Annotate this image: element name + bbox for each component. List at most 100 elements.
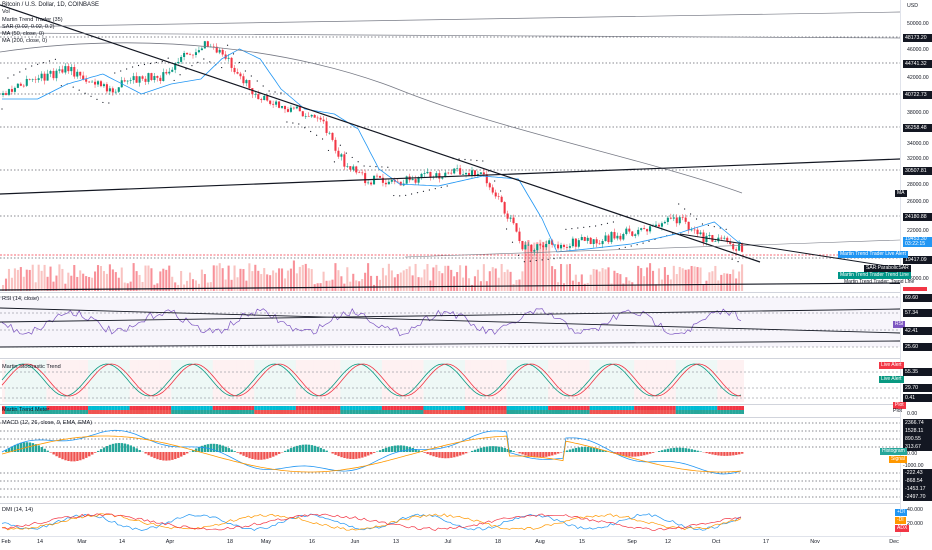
stoch-band [373, 360, 376, 402]
candle-body [346, 166, 349, 167]
volume-bar [230, 279, 233, 291]
candle-body [126, 80, 129, 82]
pane-separator[interactable] [0, 358, 932, 359]
macd-histogram-bar [657, 451, 661, 452]
live-alert-badge[interactable]: Martin Trend Trader Live Alert [838, 251, 908, 258]
stoch-band [530, 360, 534, 402]
stoch-band [699, 360, 703, 402]
trend-meter-cell [85, 410, 89, 414]
trend-meter-cell [568, 410, 572, 414]
candle-body [539, 244, 542, 246]
macd-histogram-bar [94, 452, 97, 453]
trend-meter-cell [568, 406, 572, 410]
rsi-legend[interactable]: RSI (14, close) [2, 296, 39, 302]
time-axis[interactable] [0, 536, 900, 550]
trend-meter-cell [337, 406, 341, 410]
volume-bar [649, 263, 652, 291]
stoch-band [331, 360, 335, 402]
pane-separator[interactable] [0, 417, 932, 418]
pane-separator[interactable] [0, 503, 932, 504]
live-alert-green-badge[interactable]: Live Alert [879, 376, 904, 383]
pane-separator[interactable] [0, 404, 932, 405]
volume-bar [177, 284, 180, 291]
macd-histogram-bar [212, 443, 216, 452]
candle-body [580, 237, 583, 241]
live-alert-red-badge[interactable]: Live Alert [879, 362, 904, 369]
volume-bar [275, 272, 278, 291]
candle-body [530, 244, 533, 252]
stoch-band [654, 360, 658, 402]
sar-badge[interactable]: SAR:ParabolicSAR [864, 265, 911, 272]
trend-meter-cell [574, 406, 578, 410]
ma200-legend[interactable]: MA (200, close, 0) [2, 38, 48, 45]
trend-meter-cell [554, 410, 558, 414]
trend-meter-cell [393, 410, 397, 414]
price-tick: 38000.00 [907, 110, 929, 116]
pane-separator[interactable] [0, 292, 932, 293]
trend-meter-cell [91, 406, 95, 410]
stoch-band [79, 360, 83, 402]
candle-body [565, 246, 568, 248]
macd-histogram-bar [269, 452, 272, 458]
candle-body [723, 237, 726, 239]
dmi-legend[interactable]: DMI (14, 14) [2, 507, 34, 513]
trend-meter-cell [441, 410, 445, 414]
volume-bar [577, 281, 580, 291]
trend-meter-cell [420, 406, 424, 410]
macd-histogram-bar [49, 452, 52, 453]
candle-body [147, 73, 150, 82]
trend-line-badge[interactable]: Martin Trend Trader Trend Line [838, 272, 911, 279]
time-tick: 17 [763, 539, 769, 545]
symbol-title[interactable]: Bitcoin / U.S. Dollar, 1D, COINBASE [2, 2, 100, 8]
candle-body [364, 173, 367, 184]
volume-bar [651, 270, 655, 291]
sar-dot [369, 165, 371, 167]
trend-meter-cell [289, 410, 293, 414]
macd-histogram-bar [714, 452, 717, 456]
sar-dot [333, 161, 336, 163]
stoch-band [462, 360, 466, 402]
candle-body [545, 243, 548, 248]
stoch-band [364, 360, 368, 402]
stoch-band [479, 360, 483, 402]
candle-body [13, 87, 16, 92]
trend-meter-cell [687, 406, 691, 410]
stoch-band [512, 360, 516, 402]
trend-meter-legend[interactable]: Martin Trend Meter [2, 407, 50, 413]
trend-meter-cell [218, 406, 222, 410]
trend-meter-cell [675, 406, 679, 410]
ma50-legend[interactable]: MA (50, close, 0) [2, 31, 44, 38]
trend-meter-cell [242, 406, 246, 410]
candle-body [248, 80, 251, 89]
trend-meter-cell [79, 406, 83, 410]
candle-body [619, 235, 622, 240]
sar-legend[interactable]: SAR (0.02, 0.02, 0.2) [2, 23, 55, 30]
trend-meter-cell [411, 406, 415, 410]
trend-meter-cell [378, 406, 382, 410]
trend-meter-cell [251, 406, 255, 410]
candle-body [272, 103, 275, 105]
trend-meter-cell [654, 406, 658, 410]
trend-meter-cell [470, 406, 474, 410]
trend-meter-cell [260, 406, 264, 410]
trend-meter-cell [313, 410, 317, 414]
trend-meter-cell [230, 410, 234, 414]
stoch-band [337, 360, 341, 402]
macd-legend[interactable]: MACD (12, 26, close, 9, EMA, EMA) [2, 420, 93, 426]
trend-meter-cell [150, 410, 154, 414]
stoch-band [31, 360, 35, 402]
trend-meter-cell [465, 410, 468, 414]
candle-body [470, 170, 474, 176]
sar-dot [126, 68, 128, 70]
trend-meter-cell [631, 410, 635, 414]
chart-canvas[interactable] [0, 0, 900, 536]
martin-trend-trader-legend[interactable]: Martin Trend Trader (35) [2, 16, 63, 23]
volume-bar [334, 263, 337, 291]
time-tick: Feb [1, 539, 11, 545]
trend-meter-cell [646, 406, 650, 410]
trend-meter-cell [280, 410, 284, 414]
trend-meter-cell [482, 410, 486, 414]
volume-legend[interactable]: Vol [2, 9, 10, 16]
trend-meter-cell [672, 410, 676, 414]
stoch-legend[interactable]: Martin Stochastic Trend [2, 364, 61, 370]
